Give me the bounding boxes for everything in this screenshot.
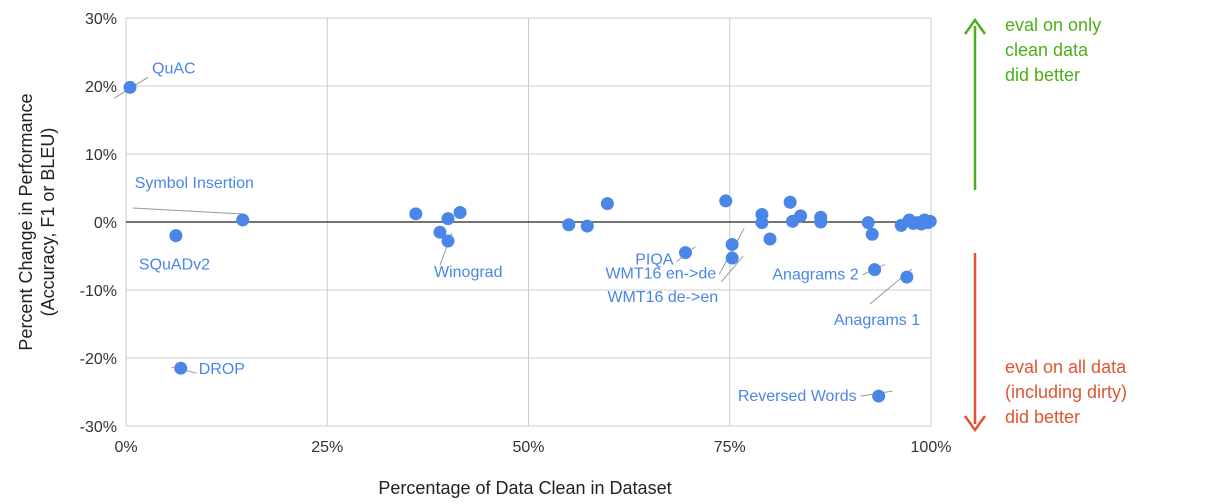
y-tick-label: 10% [85, 147, 117, 164]
point-label: Winograd [434, 264, 502, 281]
y-axis-title-line-2: (Accuracy, F1 or BLEU) [38, 128, 58, 317]
x-axis-title: Percentage of Data Clean in Dataset [378, 478, 671, 498]
data-points [123, 80, 937, 403]
leader-line [718, 228, 745, 275]
x-tick-labels: 0% 25% 50% 75% 100% [114, 439, 951, 456]
annotation-top-line-2: clean data [1005, 40, 1089, 60]
point-label: Anagrams 2 [772, 267, 858, 284]
label-leader-lines [113, 76, 913, 397]
data-point [783, 195, 797, 209]
data-point [865, 227, 879, 241]
leader-line [132, 207, 243, 215]
point-labels: QuAC Symbol Insertion SQuADv2 DROP Winograd P… [135, 60, 920, 405]
data-point [719, 194, 733, 208]
data-point [814, 215, 828, 229]
data-point [763, 232, 777, 246]
data-point [441, 234, 455, 248]
x-tick-label: 0% [114, 439, 137, 456]
data-point [409, 207, 423, 221]
annotation-bottom-line-1: eval on all data [1005, 357, 1127, 377]
data-point [236, 213, 250, 227]
data-point [580, 219, 594, 233]
x-tick-label: 75% [714, 439, 746, 456]
x-tick-label: 100% [911, 439, 952, 456]
point-label: SQuADv2 [139, 257, 210, 274]
data-point [562, 218, 576, 232]
data-point [433, 225, 447, 239]
data-point [678, 246, 692, 260]
y-tick-label: -30% [80, 419, 117, 436]
leader-line [720, 255, 744, 283]
point-label: WMT16 de->en [607, 289, 718, 306]
data-point [174, 361, 188, 375]
down-arrow-icon [963, 253, 987, 433]
data-point [794, 209, 808, 223]
x-tick-label: 50% [512, 439, 544, 456]
y-tick-label: -20% [80, 351, 117, 368]
annotation-bottom-line-2: (including dirty) [1005, 382, 1127, 402]
annotation-bottom-line-3: did better [1005, 407, 1080, 427]
point-label: QuAC [152, 60, 196, 77]
annotation-clean-better: eval on only clean data did better [1005, 15, 1101, 85]
up-arrow-icon [963, 17, 987, 190]
data-point [725, 251, 739, 265]
y-tick-label: 0% [94, 215, 117, 232]
x-tick-label: 25% [311, 439, 343, 456]
y-tick-label: 30% [85, 11, 117, 28]
y-axis-title: Percent Change in Performance (Accuracy,… [16, 93, 58, 350]
point-label: Anagrams 1 [834, 312, 920, 329]
point-label: PIQA [635, 252, 674, 269]
data-point [923, 214, 937, 228]
y-tick-label: -10% [80, 283, 117, 300]
data-point [868, 263, 882, 277]
point-label: Reversed Words [738, 388, 857, 405]
data-point [755, 216, 769, 230]
data-point [600, 197, 614, 211]
data-point [453, 205, 467, 219]
annotation-top-line-3: did better [1005, 65, 1080, 85]
data-point [725, 237, 739, 251]
point-label: WMT16 en->de [605, 265, 716, 282]
data-point [900, 270, 914, 284]
y-tick-labels: 30% 20% 10% 0% -10% -20% -30% [80, 11, 117, 436]
point-label: DROP [199, 361, 245, 378]
data-point [441, 212, 455, 226]
annotation-top-line-1: eval on only [1005, 15, 1101, 35]
data-point [872, 389, 886, 403]
data-point [169, 229, 183, 243]
y-axis-title-line-1: Percent Change in Performance [16, 93, 36, 350]
data-point [861, 216, 875, 230]
annotation-all-better: eval on all data (including dirty) did b… [1005, 357, 1127, 427]
data-point [123, 80, 137, 94]
point-label: Symbol Insertion [135, 175, 254, 192]
y-tick-label: 20% [85, 79, 117, 96]
